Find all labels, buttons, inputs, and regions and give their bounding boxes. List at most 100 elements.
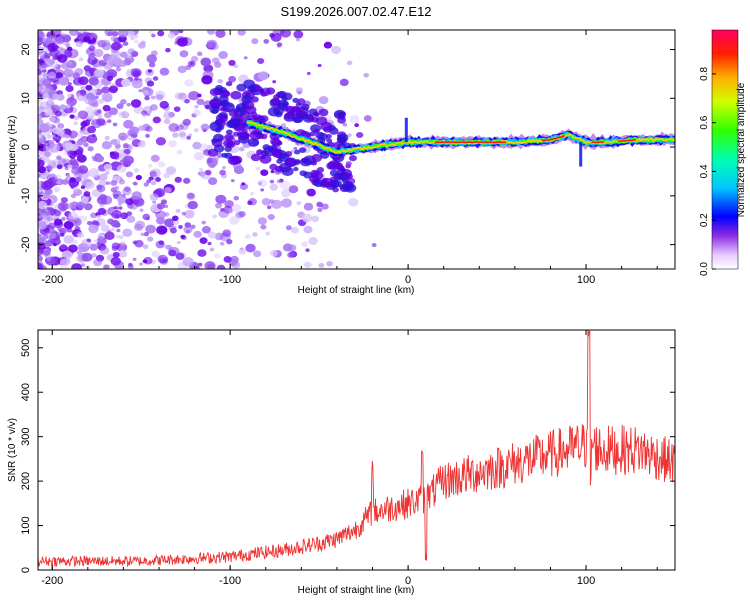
spectrogram-noise-blob <box>303 202 314 211</box>
spectrogram-noise-blob <box>257 71 269 81</box>
spectrogram-noise-blob <box>61 179 69 185</box>
spectrogram-noise-blob <box>89 243 98 251</box>
spectrogram-cluster-blob <box>222 90 231 98</box>
spectrogram-noise-blob <box>99 246 110 255</box>
spectrogram-noise-blob <box>190 224 196 229</box>
spectrogram-noise-blob <box>67 93 72 98</box>
spectrogram-noise-blob <box>142 89 150 95</box>
spectrogram-noise-blob <box>54 218 63 226</box>
spectrogram-ylabel: Frequency (Hz) <box>7 116 18 185</box>
spectrogram-noise-blob <box>177 65 187 74</box>
spectrogram-cluster-blob <box>209 105 220 114</box>
spectrogram-noise-blob <box>100 224 110 232</box>
spectrogram-noise-blob <box>64 142 74 151</box>
spectrogram-noise-blob <box>198 168 203 172</box>
spectrogram-noise-blob <box>66 227 73 233</box>
spectrogram-noise-blob <box>92 156 98 162</box>
spectrogram-noise-blob <box>209 247 215 252</box>
colorbar-ticks: 0.0 0.2 0.4 0.6 0.8 <box>699 67 716 276</box>
spectrogram-noise-blob <box>276 179 282 184</box>
spectrogram-noise-blob <box>291 226 299 234</box>
spectrogram-noise-blob <box>97 114 103 119</box>
spectrogram-cluster-blob <box>271 149 283 158</box>
spectrogram-noise-blob <box>215 30 226 38</box>
spectrogram-cluster-blob <box>250 96 259 103</box>
snr-xtick-label: 100 <box>577 575 595 587</box>
spectrogram-ytick-label: 20 <box>20 43 32 55</box>
spectrogram-noise-blob <box>168 225 174 231</box>
spectrogram-noise-blob <box>134 76 139 81</box>
snr-xlabel: Height of straight line (km) <box>298 585 415 596</box>
spectrogram-noise-blob <box>146 54 158 64</box>
spectrogram-noise-blob <box>39 101 51 111</box>
spectrogram-noise-blob <box>110 256 121 266</box>
spectrogram-noise-blob <box>218 51 228 60</box>
spectrogram-noise-blob <box>48 178 54 183</box>
spectrogram-noise-blob <box>90 72 94 76</box>
spectrogram-noise-blob <box>132 257 137 261</box>
spectrogram-noise-blob <box>85 181 96 190</box>
spectrogram-noise-blob <box>244 234 251 240</box>
spectrogram-cluster-blob <box>247 138 260 147</box>
spectrogram-noise-blob <box>77 242 89 253</box>
spectrogram-noise-blob <box>204 169 212 176</box>
spectrogram-noise-blob <box>318 262 325 268</box>
spectrogram-noise-blob <box>43 249 51 256</box>
spectrogram-noise-blob <box>222 229 232 237</box>
spectrogram-noise-blob <box>318 96 329 105</box>
spectrogram-noise-blob <box>45 256 56 266</box>
spectrogram-noise-blob <box>59 104 67 110</box>
spectrogram-noise-blob <box>188 90 200 101</box>
spectrogram-noise-blob <box>122 155 134 165</box>
spectrogram-noise-blob <box>38 200 48 210</box>
spectrogram-xtick-label: 0 <box>405 274 411 286</box>
spectrogram-cluster-blob <box>344 183 352 189</box>
spectrogram-cluster-blob <box>285 105 296 114</box>
spectrogram-noise-blob <box>60 197 68 203</box>
spectrogram-noise-blob <box>149 30 154 35</box>
spectrogram-noise-blob <box>223 205 233 214</box>
spectrogram-noise-blob <box>108 107 119 116</box>
spectrogram-cluster-blob <box>245 105 257 115</box>
spectrogram-noise-blob <box>66 97 77 107</box>
spectrogram-noise-blob <box>308 237 318 245</box>
spectrogram-noise-blob <box>57 201 69 211</box>
spectrogram-noise-blob <box>263 39 270 44</box>
spectrogram-noise-blob <box>61 250 71 259</box>
spectrogram-noise-blob <box>183 225 193 234</box>
spectrogram-noise-blob <box>46 134 52 139</box>
spectrogram-noise-blob <box>116 228 121 233</box>
spectrogram-noise-blob <box>206 144 213 150</box>
spectrogram-noise-blob <box>187 200 198 210</box>
spectrogram-noise-blob <box>120 78 131 87</box>
spectrogram-noise-blob <box>40 111 46 116</box>
spectrogram-noise-blob <box>169 227 177 234</box>
spectrogram-noise-blob <box>103 61 114 70</box>
spectrogram-noise-blob <box>269 183 278 191</box>
spectrogram-noise-blob <box>91 253 97 258</box>
spectrogram-noise-blob <box>69 158 78 166</box>
colorbar-tick-label: 0.8 <box>699 67 710 81</box>
spectrogram-noise-blob <box>115 234 121 239</box>
spectrogram-noise-blob <box>101 141 112 150</box>
spectrogram-noise-blob <box>66 174 71 178</box>
spectrogram-noise-blob <box>38 100 43 108</box>
spectrogram-noise-blob <box>229 216 240 225</box>
spectrogram-cluster-blob <box>310 169 320 177</box>
spectrogram-noise-blob <box>105 181 111 185</box>
spectrogram-noise-blob <box>87 125 97 134</box>
spectrogram-noise-blob <box>73 115 80 121</box>
spectrogram-noise-blob <box>164 186 172 194</box>
spectrogram-noise-blob <box>155 177 161 183</box>
spectrogram-noise-blob <box>180 234 186 239</box>
spectrogram-noise-blob <box>214 253 221 259</box>
spectrogram-noise-blob <box>280 123 287 128</box>
spectrogram-noise-blob <box>79 215 88 222</box>
spectrogram-noise-blob <box>80 86 85 90</box>
spectrogram-marks <box>38 30 675 269</box>
spectrogram-noise-blob <box>94 95 99 100</box>
spectrogram-noise-blob <box>38 236 45 243</box>
snr-xtick-label: -100 <box>219 575 241 587</box>
spectrogram-noise-blob <box>127 48 136 56</box>
